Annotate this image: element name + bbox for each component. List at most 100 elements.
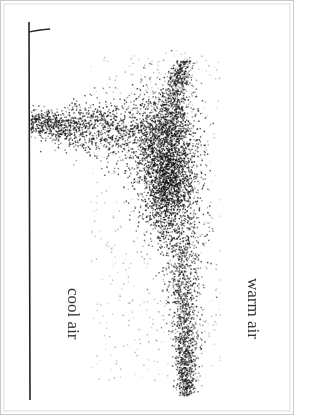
particle [86,135,87,136]
particle [167,189,168,190]
particle [98,135,99,136]
particle [200,154,201,155]
particle [152,205,153,206]
particle [97,116,98,117]
particle [145,171,146,172]
particle [197,227,198,228]
particle [183,153,184,154]
particle [190,130,191,131]
particle [191,226,192,227]
particle [119,128,120,129]
particle [178,202,179,203]
particle [56,122,57,123]
particle [144,152,145,153]
particle [196,143,197,144]
particle [162,124,163,125]
particle [150,168,151,169]
particle [76,149,77,150]
particle [147,142,148,143]
particle [191,79,192,80]
particle [46,128,47,129]
particle [134,131,135,132]
particle [186,176,187,177]
particle [182,204,183,205]
particle [188,229,189,230]
particle [151,162,152,163]
particle [82,136,83,137]
particle [118,143,119,144]
particle [172,156,173,157]
particle [163,148,164,149]
particle [170,220,171,221]
particle [142,157,143,158]
particle [169,162,170,163]
particle [63,127,64,128]
particle [174,196,175,197]
particle [98,146,99,147]
particle [186,184,187,185]
particle [184,116,185,117]
particle [89,140,90,141]
particle [160,141,161,142]
particle [201,200,202,201]
particle [194,161,195,162]
particle [180,78,181,79]
particle [163,191,164,192]
particle [173,219,174,220]
particle [160,99,161,100]
particle [148,105,149,106]
particle [123,133,124,134]
particle [161,202,162,203]
particle [163,173,164,174]
particle [164,211,165,212]
particle [77,145,78,146]
particle [167,173,168,174]
particle [70,127,71,128]
particle [169,108,170,109]
particle [179,158,180,159]
particle [90,155,91,156]
particle [52,122,53,123]
particle [183,204,184,205]
particle [171,173,172,174]
particle [158,212,159,213]
particle [159,163,160,164]
particle [160,139,161,140]
particle [185,68,186,69]
particle [147,171,148,172]
particle [151,159,152,160]
particle [170,178,171,179]
particle [188,183,189,184]
particle [101,116,102,117]
particle [80,145,81,146]
particle [174,228,175,229]
particle [181,169,182,170]
particle [138,164,139,165]
particle [179,66,180,67]
particle [171,106,172,107]
particle [149,205,150,206]
particle [104,116,105,117]
particle [176,197,177,198]
particle [170,143,171,144]
particle [147,108,148,109]
particle [155,96,156,97]
particle [104,175,105,176]
particle [177,195,178,196]
particle [192,180,193,181]
particle [174,128,175,129]
particle [93,104,94,105]
particle [50,119,51,120]
particle [116,163,117,164]
particle [195,178,196,179]
particle [64,107,65,108]
particle [163,179,164,180]
particle [149,126,150,127]
particle [146,128,147,129]
particle [104,132,105,133]
particle [187,66,188,67]
particle [118,145,119,146]
particle [184,179,185,180]
particle [189,96,190,97]
particle [152,91,153,92]
